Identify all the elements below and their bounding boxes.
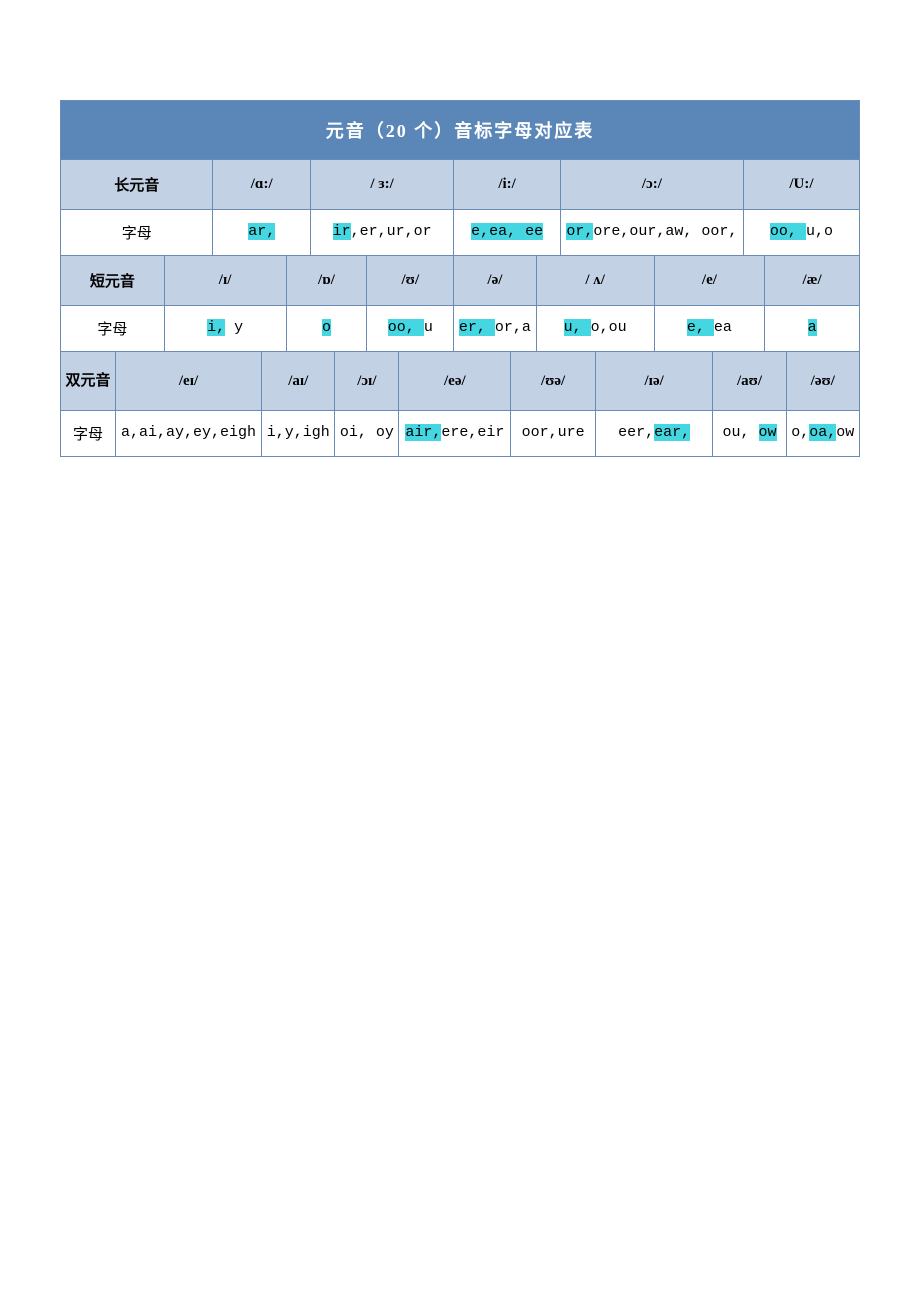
- table-title: 元音（20 个）音标字母对应表: [61, 101, 860, 160]
- vowel-table: 元音（20 个）音标字母对应表 长元音 /ɑ:/ / ɜ:/ /i:/ /ɔ:/…: [60, 100, 860, 457]
- title-row: 元音（20 个）音标字母对应表: [61, 101, 860, 160]
- letters-cell: eer,ear,: [595, 411, 713, 457]
- letters-cell: oo, u,o: [743, 210, 859, 256]
- diph-header: 双元音: [61, 352, 116, 411]
- diphthong-header-row: 双元音 /eɪ/ /aɪ/ /ɔɪ/ /eə/ /ʊə/ /ɪə/ /aʊ/ /…: [61, 352, 860, 411]
- letters-cell: e,ea, ee: [454, 210, 561, 256]
- letters-cell: a: [765, 306, 860, 352]
- ipa-cell: /ʊə/: [511, 352, 596, 411]
- ipa-cell: /ɔ:/: [560, 160, 743, 210]
- long-vowel-header-row: 长元音 /ɑ:/ / ɜ:/ /i:/ /ɔ:/ /U:/: [61, 160, 860, 210]
- short-vowel-letters-row: 字母 i, y o oo, u er, or,a u, o,ou e, ea a: [61, 306, 860, 352]
- short-header: 短元音: [61, 256, 165, 306]
- letters-cell: er, or,a: [454, 306, 536, 352]
- ipa-cell: /əʊ/: [786, 352, 859, 411]
- ipa-cell: /æ/: [765, 256, 860, 306]
- ipa-cell: /ɑ:/: [213, 160, 311, 210]
- long-vowel-letters-row: 字母 ar, ir,er,ur,or e,ea, ee or,ore,our,a…: [61, 210, 860, 256]
- ipa-cell: /ə/: [454, 256, 536, 306]
- letters-cell: o,oa,ow: [786, 411, 859, 457]
- letters-cell: oi, oy: [335, 411, 399, 457]
- letters-label: 字母: [61, 210, 213, 256]
- ipa-cell: /eɪ/: [115, 352, 261, 411]
- ipa-cell: /e/: [654, 256, 765, 306]
- letters-cell: a,ai,ay,ey,eigh: [115, 411, 261, 457]
- ipa-cell: /aɪ/: [262, 352, 335, 411]
- letters-cell: or,ore,our,aw, oor,: [560, 210, 743, 256]
- letters-cell: oor,ure: [511, 411, 596, 457]
- ipa-cell: / ɜ:/: [310, 160, 453, 210]
- letters-cell: ou, ow: [713, 411, 786, 457]
- ipa-cell: /eə/: [399, 352, 511, 411]
- letters-cell: e, ea: [654, 306, 765, 352]
- ipa-cell: /ɪə/: [595, 352, 713, 411]
- letters-label: 字母: [61, 411, 116, 457]
- letters-cell: air,ere,eir: [399, 411, 511, 457]
- letters-cell: i, y: [164, 306, 286, 352]
- letters-cell: u, o,ou: [536, 306, 654, 352]
- ipa-cell: /ɔɪ/: [335, 352, 399, 411]
- letters-cell: ir,er,ur,or: [310, 210, 453, 256]
- letters-cell: o: [286, 306, 367, 352]
- diphthong-letters-row: 字母 a,ai,ay,ey,eigh i,y,igh oi, oy air,er…: [61, 411, 860, 457]
- long-header: 长元音: [61, 160, 213, 210]
- ipa-cell: /ʊ/: [367, 256, 454, 306]
- ipa-cell: /ɒ/: [286, 256, 367, 306]
- ipa-cell: /i:/: [454, 160, 561, 210]
- ipa-cell: / ʌ/: [536, 256, 654, 306]
- letters-cell: oo, u: [367, 306, 454, 352]
- letters-cell: ar,: [213, 210, 311, 256]
- letters-cell: i,y,igh: [262, 411, 335, 457]
- ipa-cell: /ɪ/: [164, 256, 286, 306]
- ipa-cell: /U:/: [743, 160, 859, 210]
- ipa-cell: /aʊ/: [713, 352, 786, 411]
- short-vowel-header-row: 短元音 /ɪ/ /ɒ/ /ʊ/ /ə/ / ʌ/ /e/ /æ/: [61, 256, 860, 306]
- letters-label: 字母: [61, 306, 165, 352]
